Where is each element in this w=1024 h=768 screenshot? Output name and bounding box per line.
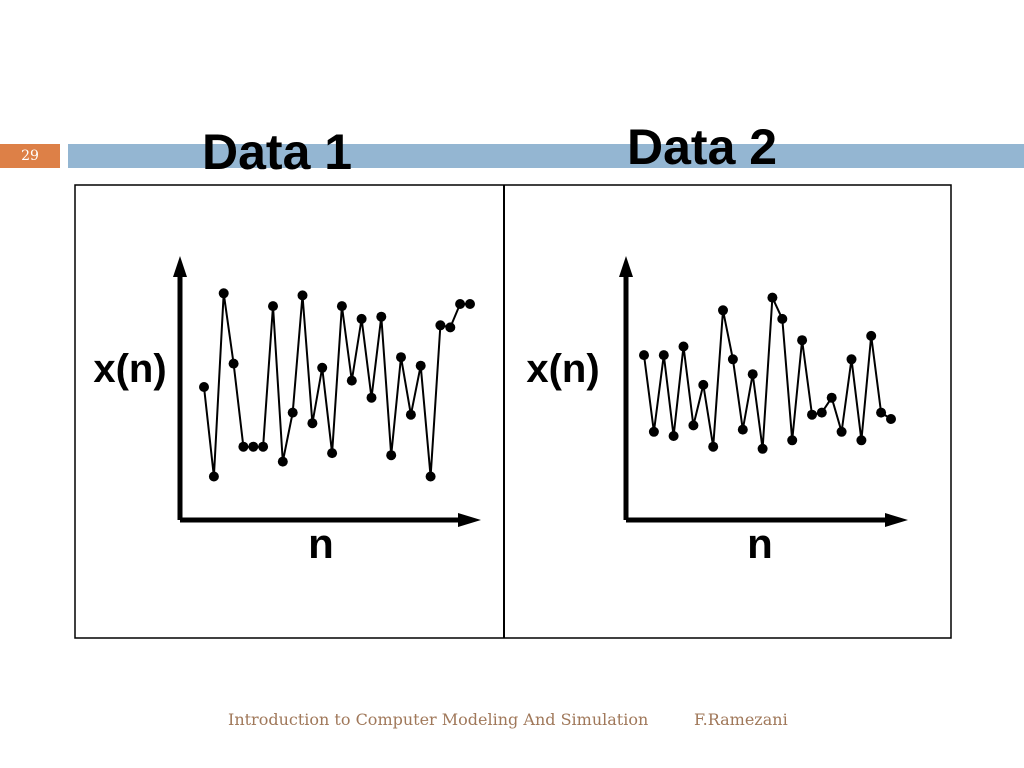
data-point bbox=[807, 409, 817, 420]
data-point bbox=[405, 409, 416, 420]
data-point bbox=[445, 322, 456, 333]
data-point bbox=[668, 431, 679, 441]
data-point bbox=[718, 305, 728, 316]
chart-data-1: x(n) n bbox=[93, 256, 481, 567]
x-axis-arrow bbox=[885, 513, 908, 527]
data-point bbox=[268, 301, 278, 312]
x-axis-arrow bbox=[458, 513, 481, 527]
x-axis-label: n bbox=[308, 520, 334, 567]
data-point bbox=[455, 299, 466, 309]
data-point bbox=[688, 420, 699, 431]
data-point bbox=[876, 407, 887, 418]
data-point bbox=[425, 471, 436, 482]
data-point bbox=[336, 301, 347, 312]
data-point bbox=[317, 362, 328, 373]
data-point bbox=[297, 290, 308, 301]
data-point bbox=[435, 320, 446, 331]
data-point bbox=[199, 382, 209, 392]
data-point bbox=[777, 313, 788, 324]
data-point bbox=[287, 407, 298, 418]
data-point bbox=[648, 426, 659, 437]
data-point bbox=[228, 358, 239, 369]
data-point bbox=[737, 424, 748, 435]
data-point bbox=[346, 375, 357, 386]
data-point bbox=[866, 330, 877, 341]
x-axis-label: n bbox=[747, 520, 773, 567]
data-point bbox=[757, 443, 768, 454]
data-point bbox=[277, 456, 288, 467]
page-number-badge: 29 bbox=[0, 144, 60, 168]
data-point bbox=[218, 288, 229, 299]
chart-data-2: x(n) n bbox=[526, 256, 908, 567]
data-point bbox=[856, 435, 867, 446]
chart-title-data-1: Data 1 bbox=[202, 124, 353, 180]
data-point bbox=[396, 352, 406, 363]
data-point bbox=[639, 350, 649, 361]
data-point bbox=[327, 448, 338, 459]
data-point bbox=[258, 441, 269, 452]
footer-title: Introduction to Computer Modeling And Si… bbox=[228, 710, 649, 729]
data-point bbox=[658, 350, 669, 361]
data-point bbox=[698, 379, 709, 390]
data-point bbox=[727, 354, 738, 365]
data-point bbox=[747, 369, 758, 380]
series-line bbox=[643, 297, 892, 449]
y-axis-label: x(n) bbox=[93, 347, 166, 391]
data-point bbox=[846, 354, 857, 365]
data-point bbox=[366, 392, 377, 403]
data-point bbox=[826, 392, 837, 403]
data-point bbox=[678, 341, 689, 352]
data-point bbox=[415, 360, 426, 371]
title-bar bbox=[68, 144, 1024, 168]
data-point bbox=[797, 335, 808, 346]
data-point bbox=[787, 435, 798, 446]
chart-border bbox=[74, 184, 952, 639]
y-axis-label: x(n) bbox=[526, 347, 599, 391]
data-point bbox=[248, 441, 259, 452]
data-point bbox=[386, 450, 397, 461]
data-point bbox=[208, 471, 219, 482]
footer-author: F.Ramezani bbox=[694, 710, 788, 729]
data-point bbox=[356, 313, 367, 324]
data-point bbox=[465, 299, 475, 309]
data-point bbox=[886, 414, 896, 424]
data-point bbox=[238, 441, 249, 452]
y-axis-arrow bbox=[173, 256, 187, 277]
chart-title-data-2: Data 2 bbox=[627, 119, 778, 175]
charts-figure: x(n) n x(n) n bbox=[74, 184, 952, 639]
data-point bbox=[836, 426, 847, 437]
data-point bbox=[708, 441, 719, 452]
data-point bbox=[307, 418, 318, 429]
data-point bbox=[376, 311, 387, 322]
y-axis-arrow bbox=[619, 256, 633, 277]
data-point bbox=[816, 407, 827, 418]
data-point bbox=[767, 292, 778, 303]
